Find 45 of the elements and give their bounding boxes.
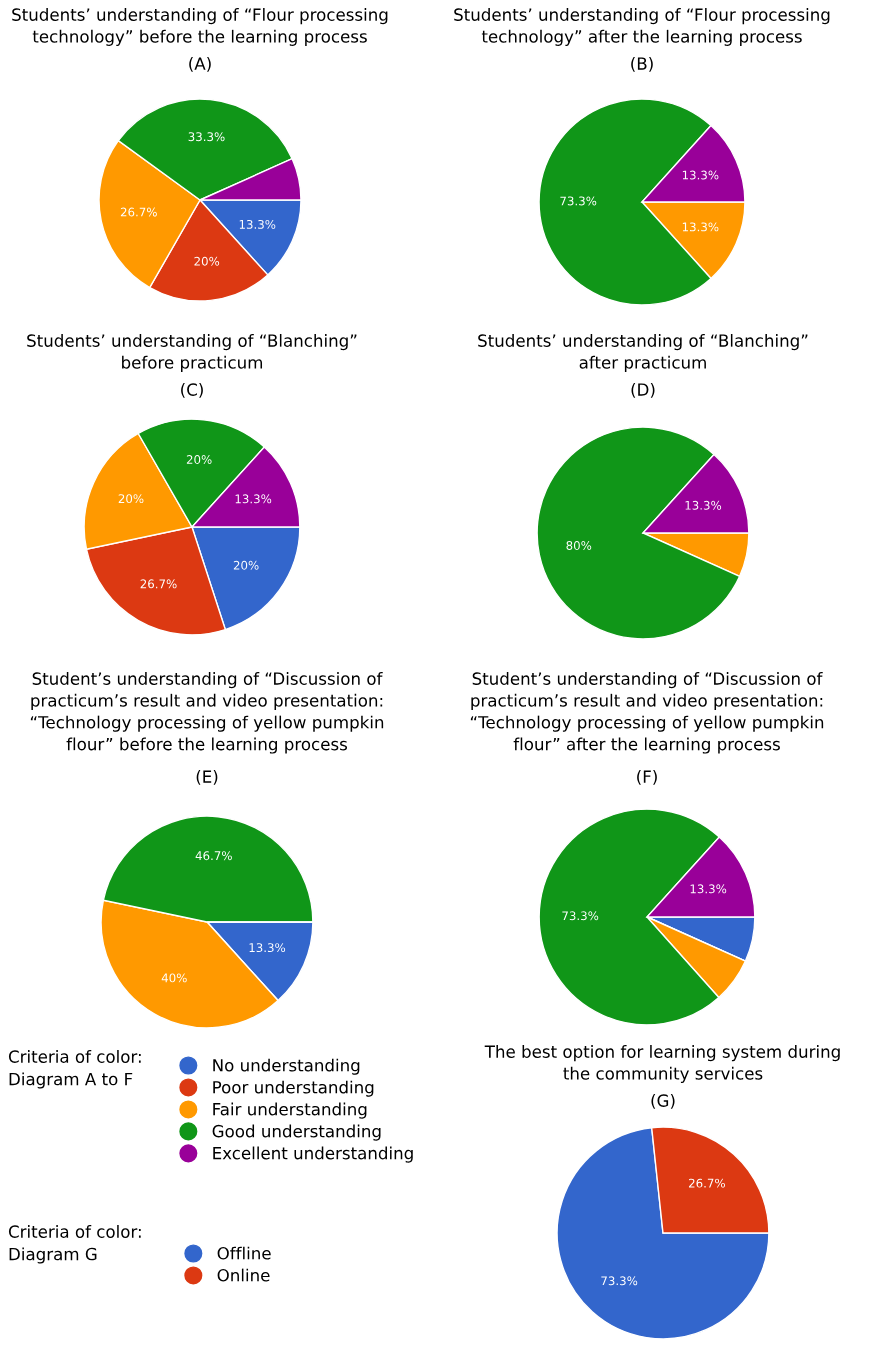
legend-label: Poor understanding — [213, 1080, 374, 1097]
legend-title: Criteria of color: Diagram A to F — [8, 1050, 141, 1089]
chart-title: Students’ understanding of “Flour processing technology” after the learning process — [454, 8, 830, 46]
data-label: 26.7% — [120, 207, 157, 217]
data-label: 33.3% — [188, 132, 225, 142]
pie-slice — [556, 1127, 770, 1340]
data-label: 40% — [161, 973, 187, 983]
data-label: 13.3% — [249, 943, 286, 953]
data-label: 73.3% — [560, 196, 597, 206]
chart-title: Students’ understanding of “Blanching” after practicum — [478, 334, 808, 372]
chart-title: Students’ understanding of “Blanching” before practicum — [27, 334, 357, 372]
data-label: 13.3% — [690, 884, 727, 894]
data-label: 13.3% — [682, 222, 719, 232]
chart-subtitle: (A) — [189, 57, 211, 72]
chart-subtitle: (E) — [196, 770, 218, 785]
chart-subtitle: (G) — [651, 1094, 675, 1109]
chart-title: Students’ understanding of “Flour processing technology” before the learning process — [12, 8, 388, 46]
chart-title: Student’s understanding of “Discussion of practicum’s result and video presentation: “Technology processing of yellow pumpkin flour” after the learning process — [470, 672, 824, 754]
legend-label: Online — [217, 1268, 270, 1282]
data-label: 20% — [186, 455, 212, 464]
data-label: 73.3% — [601, 1276, 638, 1286]
data-label: 20% — [118, 494, 144, 504]
chart-subtitle: (D) — [631, 383, 655, 398]
data-label: 13.3% — [682, 170, 719, 180]
chart-title: The best option for learning system during the community services — [484, 1045, 840, 1083]
data-label: 13.3% — [235, 494, 272, 504]
data-label: 26.7% — [140, 579, 177, 589]
data-label: 73.3% — [562, 911, 599, 921]
legend-label: Excellent understanding — [213, 1146, 413, 1163]
chart-title: Student’s understanding of “Discussion of practicum’s result and video presentation: “Technology processing of yellow pumpkin flour” before the learning process — [30, 672, 384, 754]
data-label: 20% — [233, 560, 259, 570]
chart-subtitle: (F) — [637, 770, 657, 785]
legend-label: Good understanding — [212, 1124, 381, 1141]
data-label: 13.3% — [239, 219, 276, 229]
data-label: 13.3% — [685, 500, 722, 510]
data-label: 20% — [194, 256, 220, 266]
legend-label: Fair understanding — [213, 1102, 367, 1119]
legend-title: Criteria of color: Diagram G — [8, 1225, 141, 1264]
legend-label: No understanding — [213, 1058, 360, 1075]
data-label: 80% — [566, 541, 592, 550]
data-label: 26.7% — [688, 1178, 725, 1188]
data-label: 46.7% — [195, 851, 232, 861]
chart-subtitle: (B) — [631, 57, 653, 72]
chart-subtitle: (C) — [181, 383, 203, 398]
legend-label: Offline — [217, 1246, 271, 1260]
